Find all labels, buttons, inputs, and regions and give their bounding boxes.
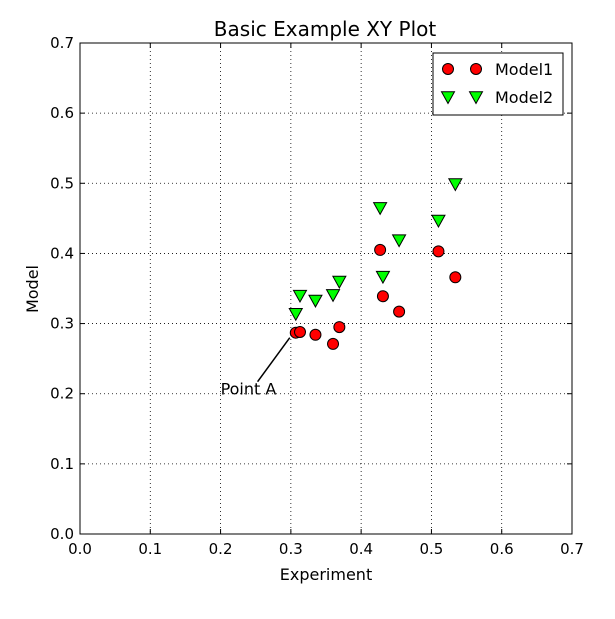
triangle-marker	[332, 275, 347, 290]
plot-area-frame	[79, 42, 573, 535]
x-tick-label: 0.0	[68, 540, 92, 558]
x-tick-label: 0.5	[419, 540, 443, 558]
legend-box	[432, 52, 564, 116]
circle-marker	[449, 271, 462, 284]
x-tick-label: 0.6	[490, 540, 514, 558]
y-tick-label: 0.4	[50, 244, 74, 262]
legend-label: Model1	[495, 60, 553, 79]
y-tick-label: 0.3	[50, 315, 74, 333]
legend-marker	[468, 91, 484, 105]
triangle-marker	[372, 202, 388, 216]
annotations: Point A	[221, 337, 291, 399]
x-axis-label: Experiment	[280, 565, 372, 584]
circle-marker	[309, 328, 322, 341]
legend-entry-model2: Model2	[440, 88, 553, 107]
circle-marker	[374, 243, 387, 256]
triangle-marker	[375, 270, 391, 285]
series-model2	[288, 178, 463, 322]
x-tick-label: 0.4	[349, 540, 373, 558]
legend: Model1 Model2	[432, 52, 564, 116]
y-tick-label: 0.7	[50, 34, 74, 52]
triangle-marker	[431, 214, 446, 228]
y-tick-label: 0.6	[50, 104, 74, 122]
y-tick-label: 0.0	[50, 525, 74, 543]
legend-entry-model1: Model1	[442, 60, 553, 79]
triangle-marker	[308, 294, 323, 308]
circle-marker	[293, 325, 306, 338]
annotation-arrow	[256, 337, 291, 383]
annotation-label: Point A	[221, 380, 277, 399]
circle-marker	[333, 321, 346, 334]
legend-marker	[442, 63, 454, 75]
circle-marker	[327, 337, 340, 350]
x-tick-label: 0.2	[209, 540, 233, 558]
y-tick-label: 0.1	[50, 455, 74, 473]
x-tick-label: 0.1	[138, 540, 162, 558]
triangle-marker	[447, 178, 463, 192]
y-tick-label: 0.5	[50, 174, 74, 192]
triangle-marker	[391, 234, 407, 248]
triangle-marker	[292, 289, 308, 304]
series-model1	[289, 243, 462, 350]
triangle-marker	[288, 308, 304, 322]
legend-label: Model2	[495, 88, 553, 107]
x-tick-label: 0.7	[560, 540, 584, 558]
chart-title: Basic Example XY Plot	[214, 17, 437, 41]
y-tick-label: 0.2	[50, 385, 74, 403]
circle-marker	[376, 290, 389, 303]
legend-marker	[470, 63, 482, 75]
triangle-marker	[325, 289, 341, 303]
legend-marker	[440, 91, 456, 105]
circle-marker	[432, 245, 445, 258]
y-axis-label: Model	[23, 265, 42, 313]
tick-labels: 0.0 0.1 0.2 0.3 0.4 0.5 0.6 0.7 0.0 0.1 0.2 0.3 0.4 0…	[50, 34, 584, 558]
circle-marker	[393, 305, 406, 318]
x-tick-label: 0.3	[279, 540, 303, 558]
data-markers	[288, 178, 463, 350]
